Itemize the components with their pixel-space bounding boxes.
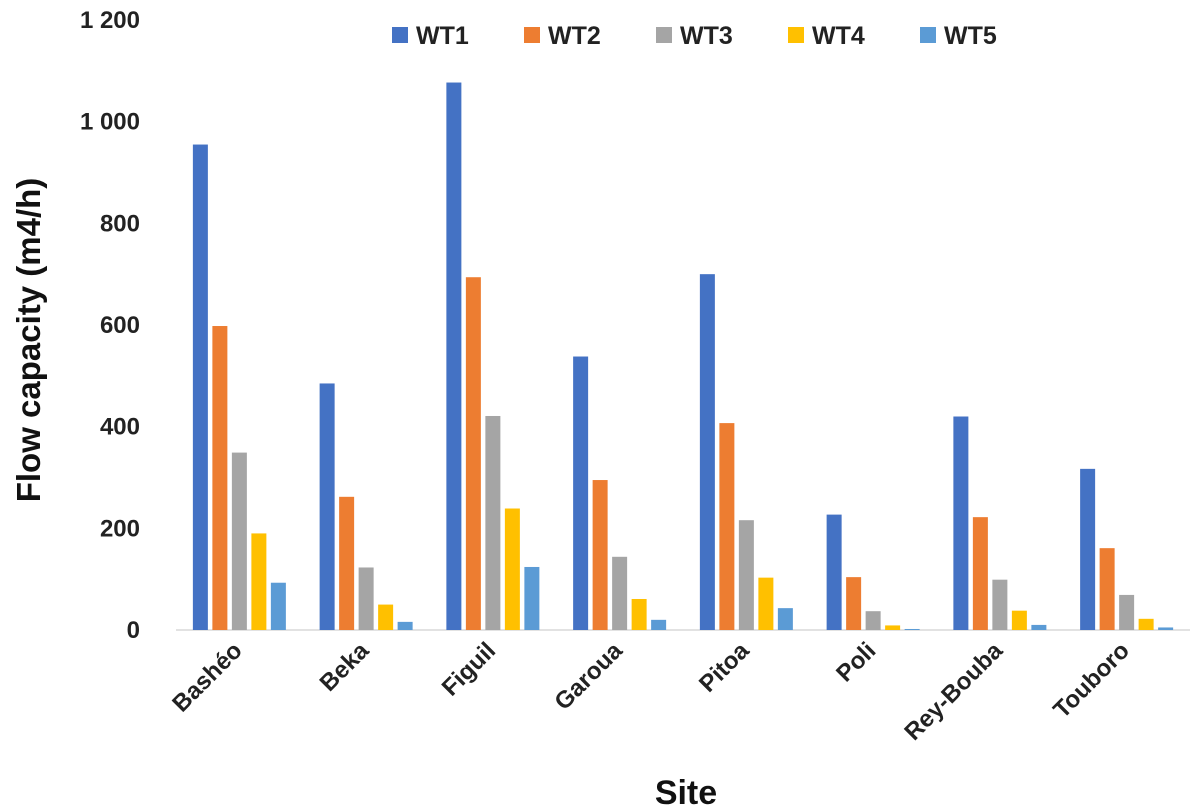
x-axis-categories: Bashéo Beka Figuil Garoua Pitoa Poli Rey-Bouba…: [167, 637, 1135, 746]
bar: [524, 566, 540, 630]
bar: [738, 520, 754, 630]
bar: [972, 517, 988, 630]
bar: [904, 628, 920, 630]
bar: [651, 619, 667, 630]
bar: [251, 533, 267, 630]
bar: [631, 598, 647, 630]
bar: [231, 452, 247, 630]
bar: [319, 383, 335, 630]
x-category-label: Poli: [831, 637, 881, 687]
x-category-label: Garoua: [549, 637, 628, 716]
bar: [465, 277, 481, 630]
y-tick-label: 1 000: [80, 109, 140, 136]
bar: [339, 496, 355, 630]
bar: [826, 514, 842, 630]
bar: [992, 579, 1008, 630]
bar: [358, 567, 374, 630]
bar: [777, 608, 793, 630]
x-category-label: Beka: [315, 637, 375, 697]
bar: [446, 82, 462, 630]
y-tick-label: 800: [100, 210, 140, 237]
bar: [953, 416, 969, 630]
y-axis-title: Flow capacity (m4/h): [10, 178, 47, 503]
bar: [485, 415, 501, 630]
x-category-label: Figuil: [437, 637, 501, 701]
bar: [699, 274, 715, 630]
bar: [612, 556, 628, 630]
bar: [758, 577, 774, 630]
bars: [192, 82, 1174, 630]
bar: [1138, 618, 1154, 630]
bar: [846, 577, 862, 630]
y-axis-ticks: 0 200 400 600 800 1 000 1 200: [80, 7, 140, 644]
y-tick-label: 0: [127, 617, 140, 644]
bar: [270, 582, 286, 630]
bar: [378, 604, 394, 630]
bar: [885, 625, 901, 630]
bar: [1099, 548, 1115, 630]
y-tick-label: 1 200: [80, 7, 140, 34]
bar: [1119, 594, 1135, 630]
y-tick-label: 400: [100, 414, 140, 441]
x-category-label: Bashéo: [167, 637, 247, 717]
bar: [1158, 627, 1174, 630]
bar: [719, 423, 735, 630]
legend-label: WT1: [416, 22, 469, 50]
y-tick-label: 200: [100, 515, 140, 542]
bar: [504, 508, 520, 630]
bar: [212, 326, 228, 630]
legend-label: WT3: [680, 22, 733, 50]
bar: [1011, 610, 1027, 630]
bar: [192, 144, 208, 630]
bar: [573, 356, 589, 630]
y-tick-label: 600: [100, 312, 140, 339]
bar: [592, 480, 608, 630]
legend-label: WT2: [548, 22, 601, 50]
legend-swatch: [920, 27, 936, 43]
bar: [397, 621, 413, 630]
bar: [865, 611, 881, 630]
legend-label: WT4: [812, 22, 865, 50]
x-category-label: Touboro: [1048, 637, 1135, 724]
legend-swatch: [392, 27, 408, 43]
x-category-label: Pitoa: [694, 637, 755, 698]
legend: WT1 WT2 WT3 WT4 WT5: [392, 22, 997, 50]
x-axis-title: Site: [655, 774, 717, 812]
bar: [1031, 624, 1047, 630]
legend-swatch: [656, 27, 672, 43]
legend-swatch: [788, 27, 804, 43]
bar: [1080, 468, 1096, 630]
legend-swatch: [524, 27, 540, 43]
legend-label: WT5: [944, 22, 997, 50]
x-category-label: Rey-Bouba: [899, 637, 1008, 746]
